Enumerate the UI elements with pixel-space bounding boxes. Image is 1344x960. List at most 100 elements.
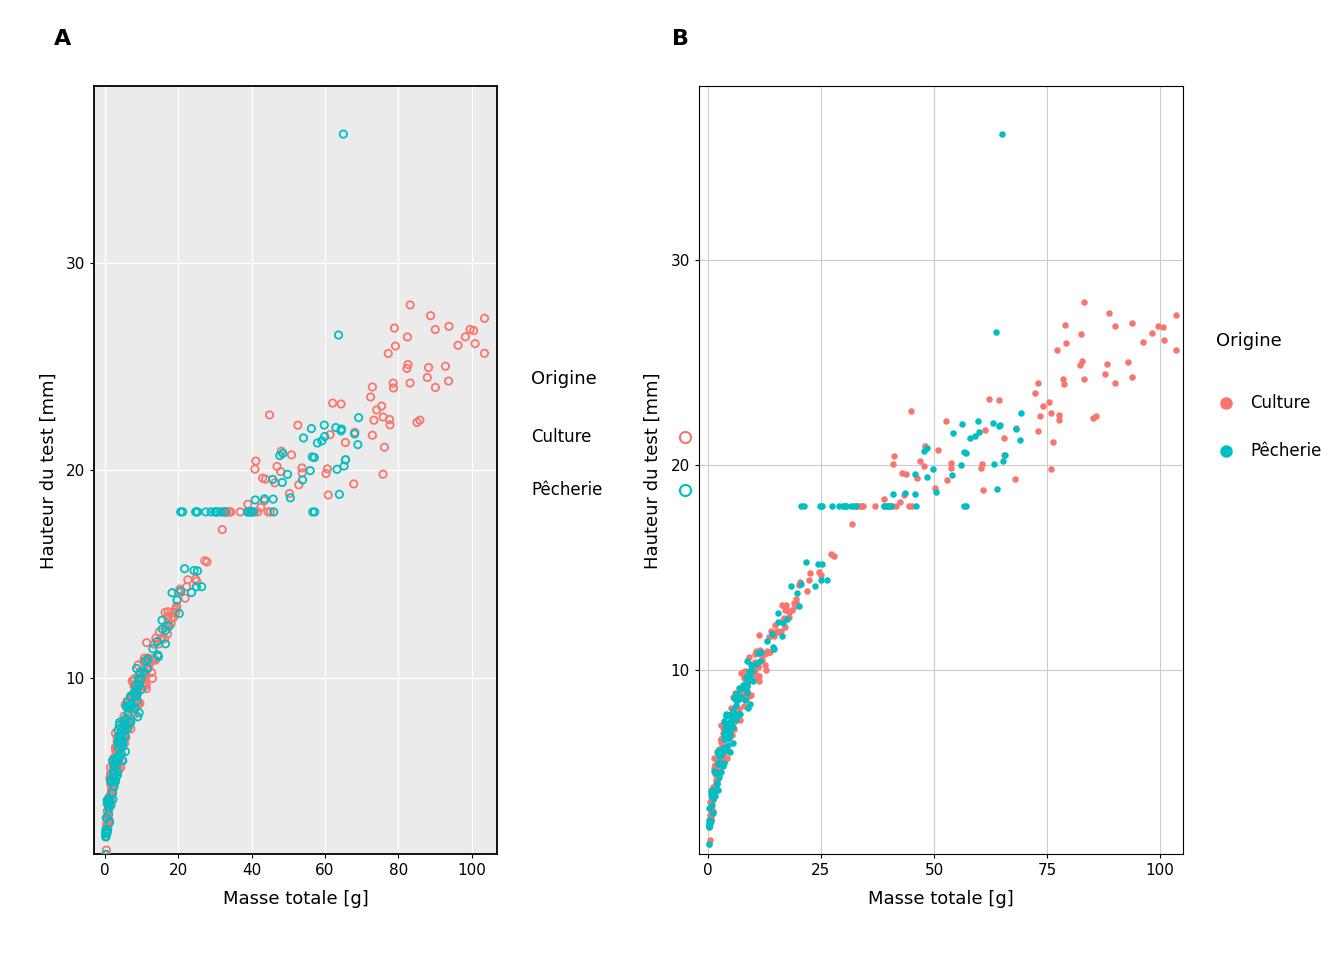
Point xyxy=(793,498,814,514)
Point xyxy=(726,698,747,713)
Point xyxy=(124,671,145,686)
Point xyxy=(347,437,368,452)
Point xyxy=(331,421,352,437)
Point xyxy=(98,799,120,814)
Point xyxy=(196,554,218,569)
Point xyxy=(711,732,732,748)
Point xyxy=(108,741,129,756)
Point xyxy=(711,744,732,759)
Point xyxy=(138,660,160,676)
Point xyxy=(230,504,251,519)
Point xyxy=(719,744,741,759)
Point xyxy=(210,504,231,519)
Point xyxy=(125,678,146,693)
Point xyxy=(757,643,778,659)
Point xyxy=(237,504,258,519)
Point xyxy=(128,696,149,711)
Point xyxy=(727,707,749,722)
Point xyxy=(130,669,152,684)
Point xyxy=(163,610,184,625)
Point xyxy=(735,673,757,688)
Point xyxy=(722,704,743,719)
Point xyxy=(245,492,266,508)
Point xyxy=(126,685,148,701)
Point xyxy=(872,498,894,514)
Point xyxy=(103,764,125,780)
Point xyxy=(462,323,484,338)
Point xyxy=(708,752,730,767)
Point xyxy=(714,730,735,745)
Point xyxy=(702,790,723,805)
Point xyxy=(108,748,129,763)
Point xyxy=(277,467,298,482)
Point xyxy=(1153,332,1175,348)
Point xyxy=(734,693,755,708)
Point xyxy=(448,338,469,353)
Point xyxy=(185,573,207,588)
Point xyxy=(737,679,758,694)
Point xyxy=(712,740,734,756)
Point xyxy=(125,684,146,700)
Point xyxy=(108,755,129,770)
Point xyxy=(737,653,758,668)
Point xyxy=(120,715,141,731)
Point xyxy=(304,504,325,519)
Point xyxy=(704,757,726,773)
Point xyxy=(130,682,152,697)
Point xyxy=(731,685,753,701)
Point xyxy=(271,445,293,461)
Point xyxy=(99,795,121,810)
Point xyxy=(939,455,961,470)
Point xyxy=(113,723,134,738)
Point xyxy=(992,453,1013,468)
Point xyxy=(702,792,723,807)
Point xyxy=(723,708,745,723)
Point xyxy=(362,427,383,443)
Point xyxy=(124,685,145,701)
Point xyxy=(707,771,728,786)
Point xyxy=(105,774,126,789)
Point xyxy=(700,806,722,822)
Point xyxy=(155,623,176,638)
Point xyxy=(128,697,149,712)
Point xyxy=(106,752,128,767)
Point xyxy=(378,346,399,361)
Point xyxy=(707,745,728,760)
Point xyxy=(796,584,817,599)
Point xyxy=(720,706,742,721)
Point xyxy=(425,380,446,396)
Point xyxy=(317,461,339,476)
Point xyxy=(895,467,917,482)
Point xyxy=(925,480,946,495)
Point xyxy=(108,738,129,754)
Point xyxy=(734,698,755,713)
Point xyxy=(332,127,353,142)
Point xyxy=(108,752,129,767)
Point xyxy=(710,756,731,771)
Point xyxy=(771,615,793,631)
Point xyxy=(101,798,122,813)
Point xyxy=(108,738,129,754)
Point xyxy=(726,692,747,708)
Point xyxy=(138,654,160,669)
Point xyxy=(103,757,125,773)
Point xyxy=(738,701,759,716)
Point xyxy=(157,609,179,624)
Point xyxy=(1094,366,1116,381)
Point xyxy=(137,650,159,665)
Point xyxy=(157,626,179,641)
Point xyxy=(716,727,738,742)
Point xyxy=(810,567,832,583)
Point xyxy=(265,475,286,491)
Point xyxy=(749,628,770,643)
Point xyxy=(698,812,719,828)
Point xyxy=(702,781,723,797)
Point xyxy=(712,756,734,771)
Point xyxy=(95,847,117,862)
Point xyxy=(146,634,168,649)
Point xyxy=(1052,376,1074,392)
Point xyxy=(102,765,124,780)
Point xyxy=(191,579,212,594)
Point xyxy=(101,766,122,781)
Point xyxy=(101,784,122,800)
